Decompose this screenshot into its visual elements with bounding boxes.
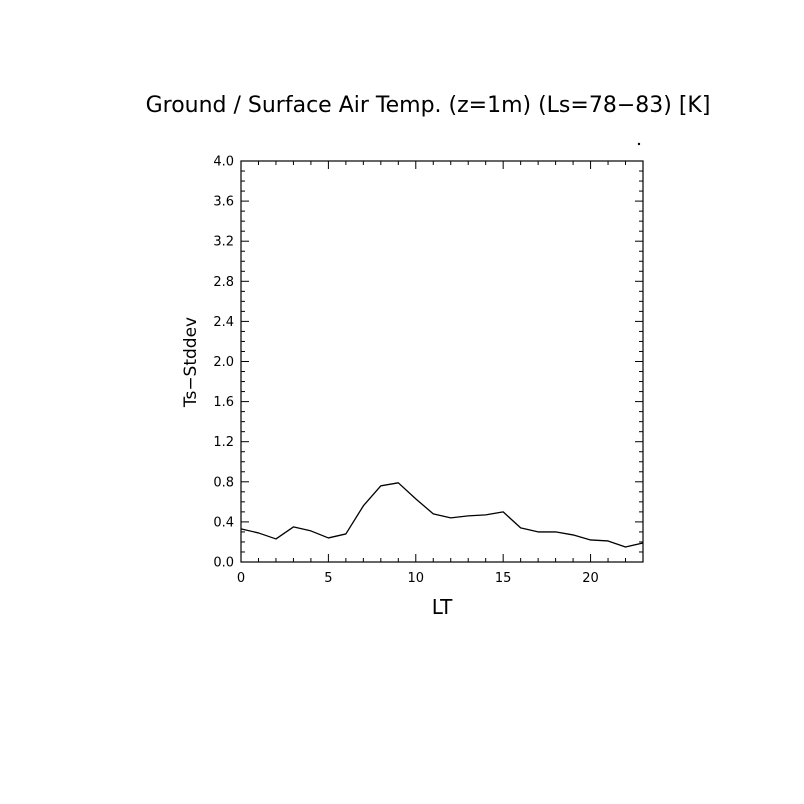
y-tick-label: 1.2 xyxy=(213,435,234,450)
y-tick-label: 3.6 xyxy=(213,195,234,210)
x-tick-label: 5 xyxy=(324,571,332,586)
y-tick-label: 0.4 xyxy=(213,515,234,530)
series-layer xyxy=(240,482,644,548)
stray-dot-mark xyxy=(637,142,641,146)
x-tick-label: 20 xyxy=(582,571,599,586)
chart-title: Ground / Surface Air Temp. (z=1m) (Ls=78… xyxy=(146,93,711,118)
y-tick-label: 4.0 xyxy=(213,155,234,170)
x-tick-label: 0 xyxy=(237,571,245,586)
x-axis-ticks xyxy=(240,161,644,562)
plot-frame xyxy=(240,160,644,563)
y-tick-label: 0.8 xyxy=(213,475,234,490)
y-axis-label: Ts−Stddev xyxy=(181,317,201,408)
y-axis-tick-labels: 0.0 0.4 0.8 1.2 1.6 2.0 2.4 2.8 3.2 3.6 4.0 xyxy=(213,155,234,571)
y-tick-label: 2.4 xyxy=(213,315,234,330)
y-axis-ticks xyxy=(241,160,643,563)
y-tick-label: 2.8 xyxy=(213,275,234,290)
y-tick-label: 3.2 xyxy=(213,235,234,250)
y-tick-label: 0.0 xyxy=(213,556,234,571)
series-line xyxy=(240,482,644,548)
y-tick-label: 1.6 xyxy=(213,395,234,410)
x-axis-tick-labels: 0 5 10 15 20 xyxy=(237,571,599,586)
x-axis-label: LT xyxy=(432,595,453,619)
y-tick-label: 2.0 xyxy=(213,355,234,370)
x-tick-label: 15 xyxy=(495,571,512,586)
x-tick-label: 10 xyxy=(408,571,425,586)
